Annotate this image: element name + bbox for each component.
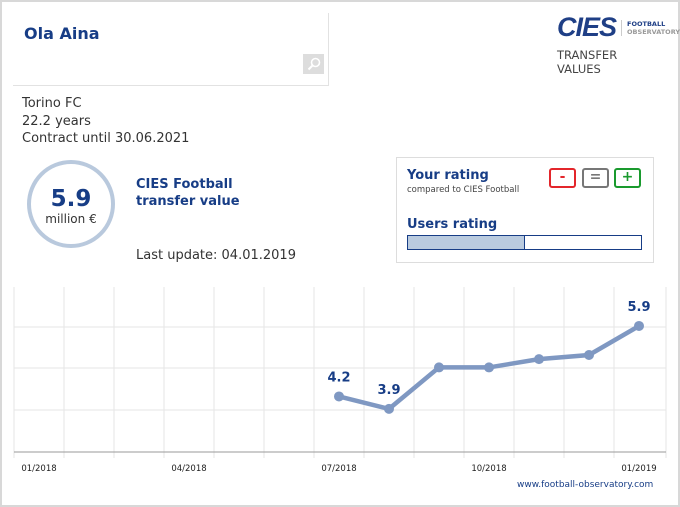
value-circle: 5.9 million € bbox=[27, 160, 115, 248]
x-tick-label: 01/2018 bbox=[21, 464, 56, 474]
rating-panel: Your rating compared to CIES Football - … bbox=[396, 157, 654, 263]
data-point bbox=[334, 391, 344, 402]
data-point bbox=[434, 362, 444, 373]
data-point bbox=[634, 320, 644, 331]
club: Torino FC bbox=[22, 96, 82, 111]
value-unit: million € bbox=[45, 212, 97, 226]
value-chart: 4.2 3.9 5.9 01/2018 04/2018 07/2018 10/2018 01/… bbox=[13, 287, 667, 474]
x-tick-label: 01/2019 bbox=[621, 464, 656, 474]
x-tick-label: 04/2018 bbox=[171, 464, 206, 474]
value-amount: 5.9 bbox=[50, 186, 92, 212]
x-tick-label: 07/2018 bbox=[321, 464, 356, 474]
cies-logo: CIES FOOTBALL OBSERVATORY bbox=[557, 12, 680, 43]
data-label: 4.2 bbox=[327, 370, 350, 385]
caption-1: TRANSFER bbox=[557, 48, 618, 62]
users-rating-fill bbox=[408, 236, 525, 249]
logo-sub1: FOOTBALL bbox=[627, 19, 666, 28]
search-box[interactable] bbox=[13, 13, 329, 86]
search-icon bbox=[307, 57, 320, 71]
rate-lower-button[interactable]: - bbox=[549, 168, 576, 188]
data-label: 5.9 bbox=[627, 300, 650, 315]
x-tick-label: 10/2018 bbox=[471, 464, 506, 474]
data-label: 3.9 bbox=[377, 383, 400, 398]
last-update: Last update: 04.01.2019 bbox=[136, 248, 296, 263]
your-rating-title: Your rating bbox=[407, 168, 489, 183]
age: 22.2 years bbox=[22, 113, 91, 129]
contract: Contract until 30.06.2021 bbox=[22, 131, 190, 146]
data-point bbox=[484, 362, 494, 373]
data-point bbox=[534, 354, 544, 365]
data-point bbox=[584, 349, 594, 360]
logo-sub2: OBSERVATORY bbox=[627, 27, 680, 36]
rate-higher-button[interactable]: + bbox=[614, 168, 641, 188]
rate-equal-button[interactable]: = bbox=[582, 168, 609, 188]
compared-text: compared to CIES Football bbox=[407, 185, 520, 195]
users-rating-title: Users rating bbox=[407, 217, 498, 232]
value-label: CIES Football transfer value bbox=[136, 177, 240, 209]
caption-2: VALUES bbox=[557, 62, 601, 76]
source-link[interactable]: www.football-observatory.com bbox=[517, 480, 654, 490]
search-button[interactable] bbox=[303, 54, 324, 74]
player-name: Ola Aina bbox=[24, 24, 100, 43]
users-rating-bar bbox=[407, 235, 642, 250]
logo-brand: CIES bbox=[557, 12, 617, 42]
data-point bbox=[384, 403, 394, 414]
